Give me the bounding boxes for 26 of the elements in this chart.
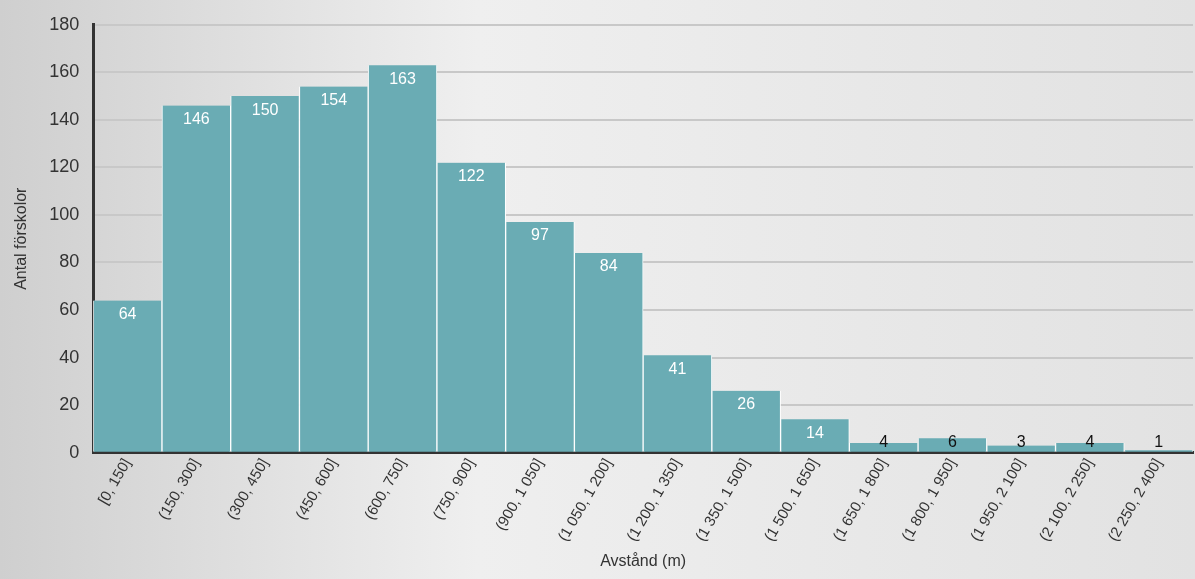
y-tick-label: 140: [49, 108, 80, 129]
y-tick-label: 80: [59, 251, 80, 272]
y-tick-label: 0: [69, 441, 80, 462]
x-axis-title: Avstånd (m): [600, 551, 687, 569]
y-tick-label: 160: [49, 61, 80, 82]
data-label: 154: [320, 91, 348, 108]
data-label: 122: [457, 167, 485, 185]
data-label: 146: [182, 110, 210, 128]
data-label: 1: [1154, 433, 1164, 451]
data-label: 14: [806, 423, 824, 441]
data-label: 41: [668, 359, 687, 377]
data-label: 26: [737, 395, 756, 413]
y-tick-label: 120: [49, 156, 80, 177]
data-label: 6: [947, 433, 957, 451]
y-tick-label: 100: [49, 203, 80, 224]
data-label: 84: [599, 257, 618, 275]
data-label: 3: [1016, 433, 1026, 451]
data-label: 97: [531, 226, 550, 244]
y-tick-label: 20: [59, 394, 80, 415]
data-label: 163: [389, 69, 416, 87]
data-label: 64: [118, 304, 137, 322]
y-tick-label: 40: [59, 346, 80, 367]
y-tick-label: 180: [49, 13, 80, 34]
y-tick-label: 60: [59, 298, 80, 319]
data-label: 150: [251, 100, 279, 118]
y-axis-title: Antal förskolor: [12, 186, 30, 290]
